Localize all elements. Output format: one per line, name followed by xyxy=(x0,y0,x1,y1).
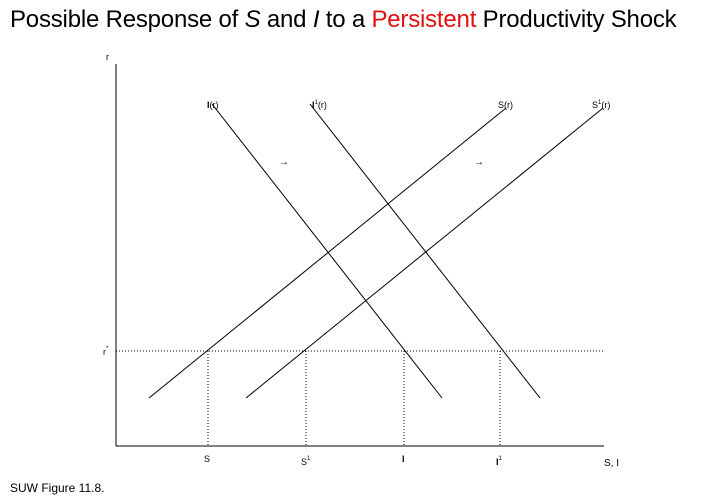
investment-curve-i xyxy=(211,103,443,399)
title-highlight-persistent: Persistent xyxy=(371,6,477,33)
title-prefix: Possible Response of xyxy=(10,6,245,33)
x-tick-i: I xyxy=(402,454,405,464)
shift-arrow-saving: → xyxy=(474,157,484,168)
saving-curve-s1 xyxy=(245,107,604,399)
shift-arrow-investment: → xyxy=(279,157,289,168)
title-suffix: Productivity Shock xyxy=(476,6,677,33)
title-s-symbol: S xyxy=(244,6,261,33)
curve-label-s: S(r) xyxy=(498,100,513,110)
x-tick-i1: I1 xyxy=(496,456,503,467)
investment-curve-i1 xyxy=(309,103,541,399)
rstar-label: r* xyxy=(103,346,109,357)
x-axis-label: S, I xyxy=(604,458,619,469)
y-axis-label: r xyxy=(106,52,109,62)
title-and: and xyxy=(260,6,313,33)
x-tick-s: S xyxy=(204,454,210,464)
title-i-symbol: I xyxy=(312,6,320,33)
slide-title: Possible Response of S and I to a Persis… xyxy=(10,6,677,34)
curve-label-i1: I1(r) xyxy=(312,100,327,110)
saving-curve-s xyxy=(148,107,507,399)
x-tick-s1: S1 xyxy=(301,456,311,467)
curve-label-s1: S1(r) xyxy=(592,100,610,110)
curve-label-i: I(r) xyxy=(207,100,219,110)
figure-source: SUW Figure 11.8. xyxy=(10,481,105,495)
title-to-a: to a xyxy=(319,6,372,33)
